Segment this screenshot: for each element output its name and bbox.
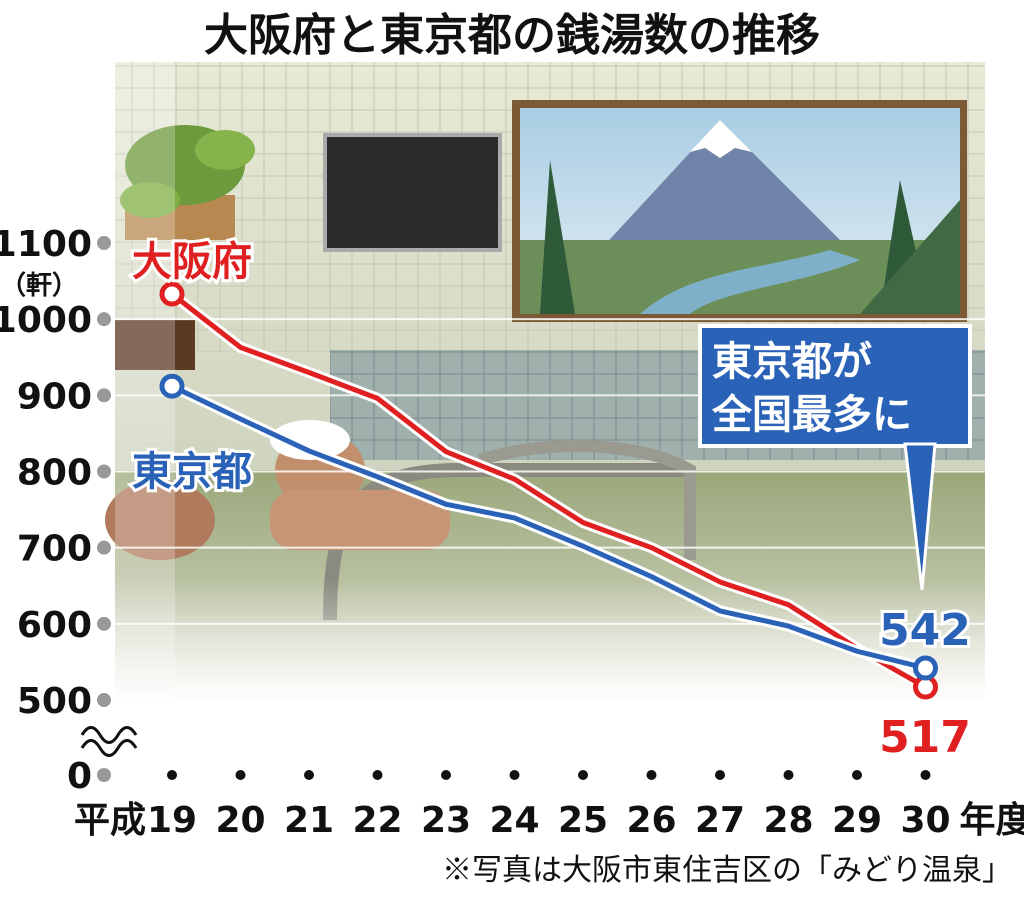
x-tick-label: 26 <box>626 800 676 841</box>
callout-line1: 東京都が <box>712 339 872 385</box>
series-endpoint <box>159 281 185 307</box>
callout-box: 東京都が 全国最多に <box>698 324 972 591</box>
series-layer <box>159 281 938 700</box>
x-tick-dot <box>715 770 725 780</box>
y-tick-dot <box>97 616 111 631</box>
series-endpoint <box>913 655 938 681</box>
x-tick-label: 23 <box>421 800 471 841</box>
end-value-tokyo: 542 <box>879 605 971 656</box>
x-tick-label: 21 <box>284 800 334 841</box>
y-tick-label: 600 <box>17 605 92 646</box>
series-label-tokyo: 東京都 <box>132 449 252 495</box>
x-tick-dot <box>852 770 862 780</box>
end-value-osaka: 517 <box>879 712 971 763</box>
y-tick-label: 900 <box>17 376 92 417</box>
x-tick-label: 27 <box>695 800 745 841</box>
x-tick-dot <box>509 770 520 780</box>
plant <box>120 125 255 240</box>
y-tick-dot <box>97 388 111 403</box>
chart-title: 大阪府と東京都の銭湯数の推移 <box>204 10 820 61</box>
x-tick-dot <box>578 770 588 780</box>
x-tick-label: 24 <box>489 800 539 841</box>
x-tick-dot <box>646 770 657 780</box>
y-tick-dot <box>97 312 111 327</box>
x-tick-label: 28 <box>763 800 813 841</box>
x-tick-label: 22 <box>352 800 402 841</box>
x-tick-label: 19 <box>147 800 197 841</box>
x-tick-dot <box>783 770 794 780</box>
y-tick-dot <box>97 768 111 782</box>
x-axis: 19 20 21 22 23 24 25 26 27 28 29 30 平成 年度 <box>74 770 1024 841</box>
x-tick-dot <box>304 770 314 780</box>
callout-line2: 全国最多に <box>711 392 912 438</box>
series-line <box>170 383 927 671</box>
x-tick-dot <box>235 770 246 780</box>
y-tick-dot <box>97 464 111 479</box>
y-tick-dot <box>97 540 111 555</box>
y-axis: 0 500 600 700 800 900 1000 1100 <box>0 224 111 797</box>
photo-note: ※写真は大阪市東住吉区の「みどり温泉」 <box>442 853 1012 888</box>
y-tick-label: 1000 <box>0 300 92 341</box>
series-endpoint <box>159 373 185 399</box>
axis-break-icon <box>80 726 138 757</box>
x-tick-dot <box>372 770 383 780</box>
x-suffix: 年度 <box>960 800 1024 841</box>
x-tick-dot <box>441 770 451 780</box>
x-tick-label: 29 <box>832 800 882 841</box>
y-tick-label: 1100 <box>0 224 92 265</box>
x-tick-label: 30 <box>900 800 950 841</box>
y-tick-label: 0 <box>67 756 92 797</box>
x-tick-dot <box>920 770 931 780</box>
series-label-osaka: 大阪府 <box>132 239 252 285</box>
y-tick-dot <box>97 236 111 250</box>
y-unit-label: （軒） <box>0 270 78 301</box>
x-tick-dot <box>167 770 177 780</box>
y-tick-label: 700 <box>17 529 92 570</box>
y-tick-label: 500 <box>17 681 92 722</box>
x-tick-label: 25 <box>558 800 608 841</box>
y-tick-label: 800 <box>17 453 92 494</box>
fuji-painting <box>512 100 967 322</box>
y-tick-dot <box>97 693 111 707</box>
series-line <box>170 292 927 690</box>
x-tick-label: 20 <box>215 800 265 841</box>
x-prefix: 平成 <box>74 800 146 841</box>
